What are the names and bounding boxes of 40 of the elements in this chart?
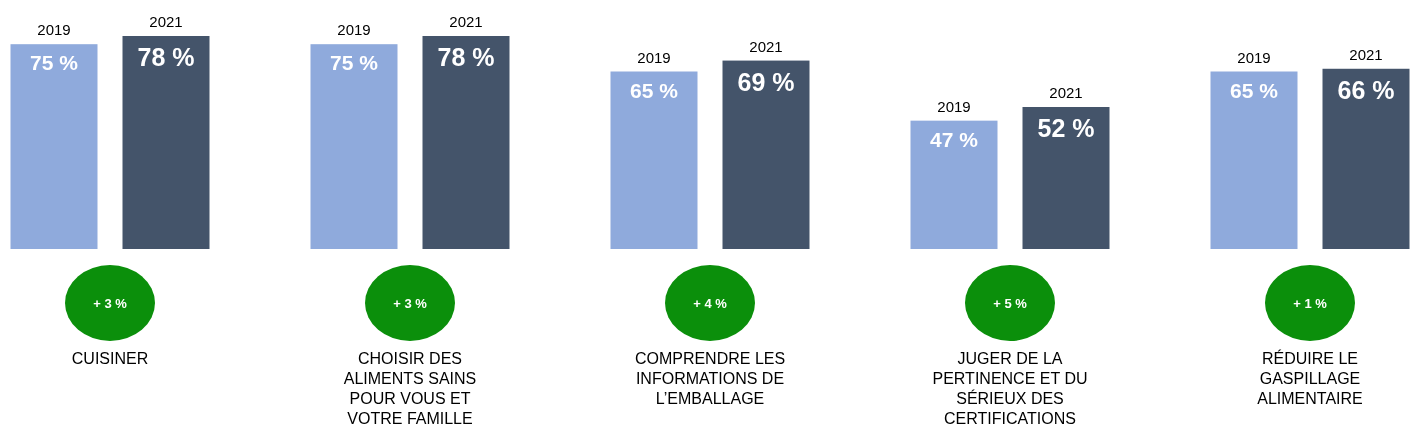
series-label: 2019	[37, 21, 71, 39]
data-label: 78 %	[437, 43, 495, 71]
x-tick-label: JUGER DE LA PERTINENCE ET DU SÉRIEUX DES CERTIFICATIONS	[932, 350, 1088, 427]
bar	[10, 44, 98, 249]
data-label: 47 %	[930, 127, 979, 151]
bar	[722, 60, 810, 249]
bar	[1210, 71, 1298, 249]
text: 2019	[1237, 48, 1271, 66]
bar	[610, 71, 698, 249]
text: 2019	[637, 48, 671, 66]
text: 2021	[149, 13, 183, 30]
data-label: 78 %	[137, 43, 195, 71]
bar	[910, 120, 998, 249]
data-label: 75 %	[330, 51, 379, 75]
text: 2021	[1049, 84, 1083, 101]
data-label: 65 %	[630, 78, 679, 102]
text: 2019	[337, 21, 371, 39]
text: 2019	[937, 97, 971, 115]
bar	[310, 44, 398, 249]
x-tick-label: CUISINER	[71, 350, 149, 367]
text: 2021	[449, 13, 483, 30]
bar	[1322, 68, 1410, 249]
text: + 4 %	[693, 296, 728, 311]
text: + 1 %	[1293, 296, 1328, 311]
text: + 3 %	[393, 296, 428, 311]
x-tick-label: RÉDUIRE LE GASPILLAGE ALIMENTAIRE	[1257, 349, 1363, 407]
x-tick-label: CHOISIR DES ALIMENTS SAINS POUR VOUS ET VOTRE FAMILLE	[343, 350, 477, 427]
bar	[122, 36, 210, 249]
bar	[422, 36, 510, 249]
text: 2021	[749, 37, 783, 55]
data-label: 66 %	[1337, 75, 1395, 104]
series-label: 2021	[1349, 45, 1383, 63]
data-label: 65 %	[1230, 78, 1279, 102]
x-tick-label: COMPRENDRE LES INFORMATIONS DE L’EMBALLAGE	[634, 350, 786, 407]
data-label: 69 %	[737, 67, 795, 96]
text: + 3 %	[93, 296, 128, 311]
data-label: 75 %	[30, 51, 79, 75]
data-label: 52 %	[1037, 114, 1095, 142]
text: + 5 %	[993, 296, 1028, 311]
bar	[1022, 107, 1110, 249]
